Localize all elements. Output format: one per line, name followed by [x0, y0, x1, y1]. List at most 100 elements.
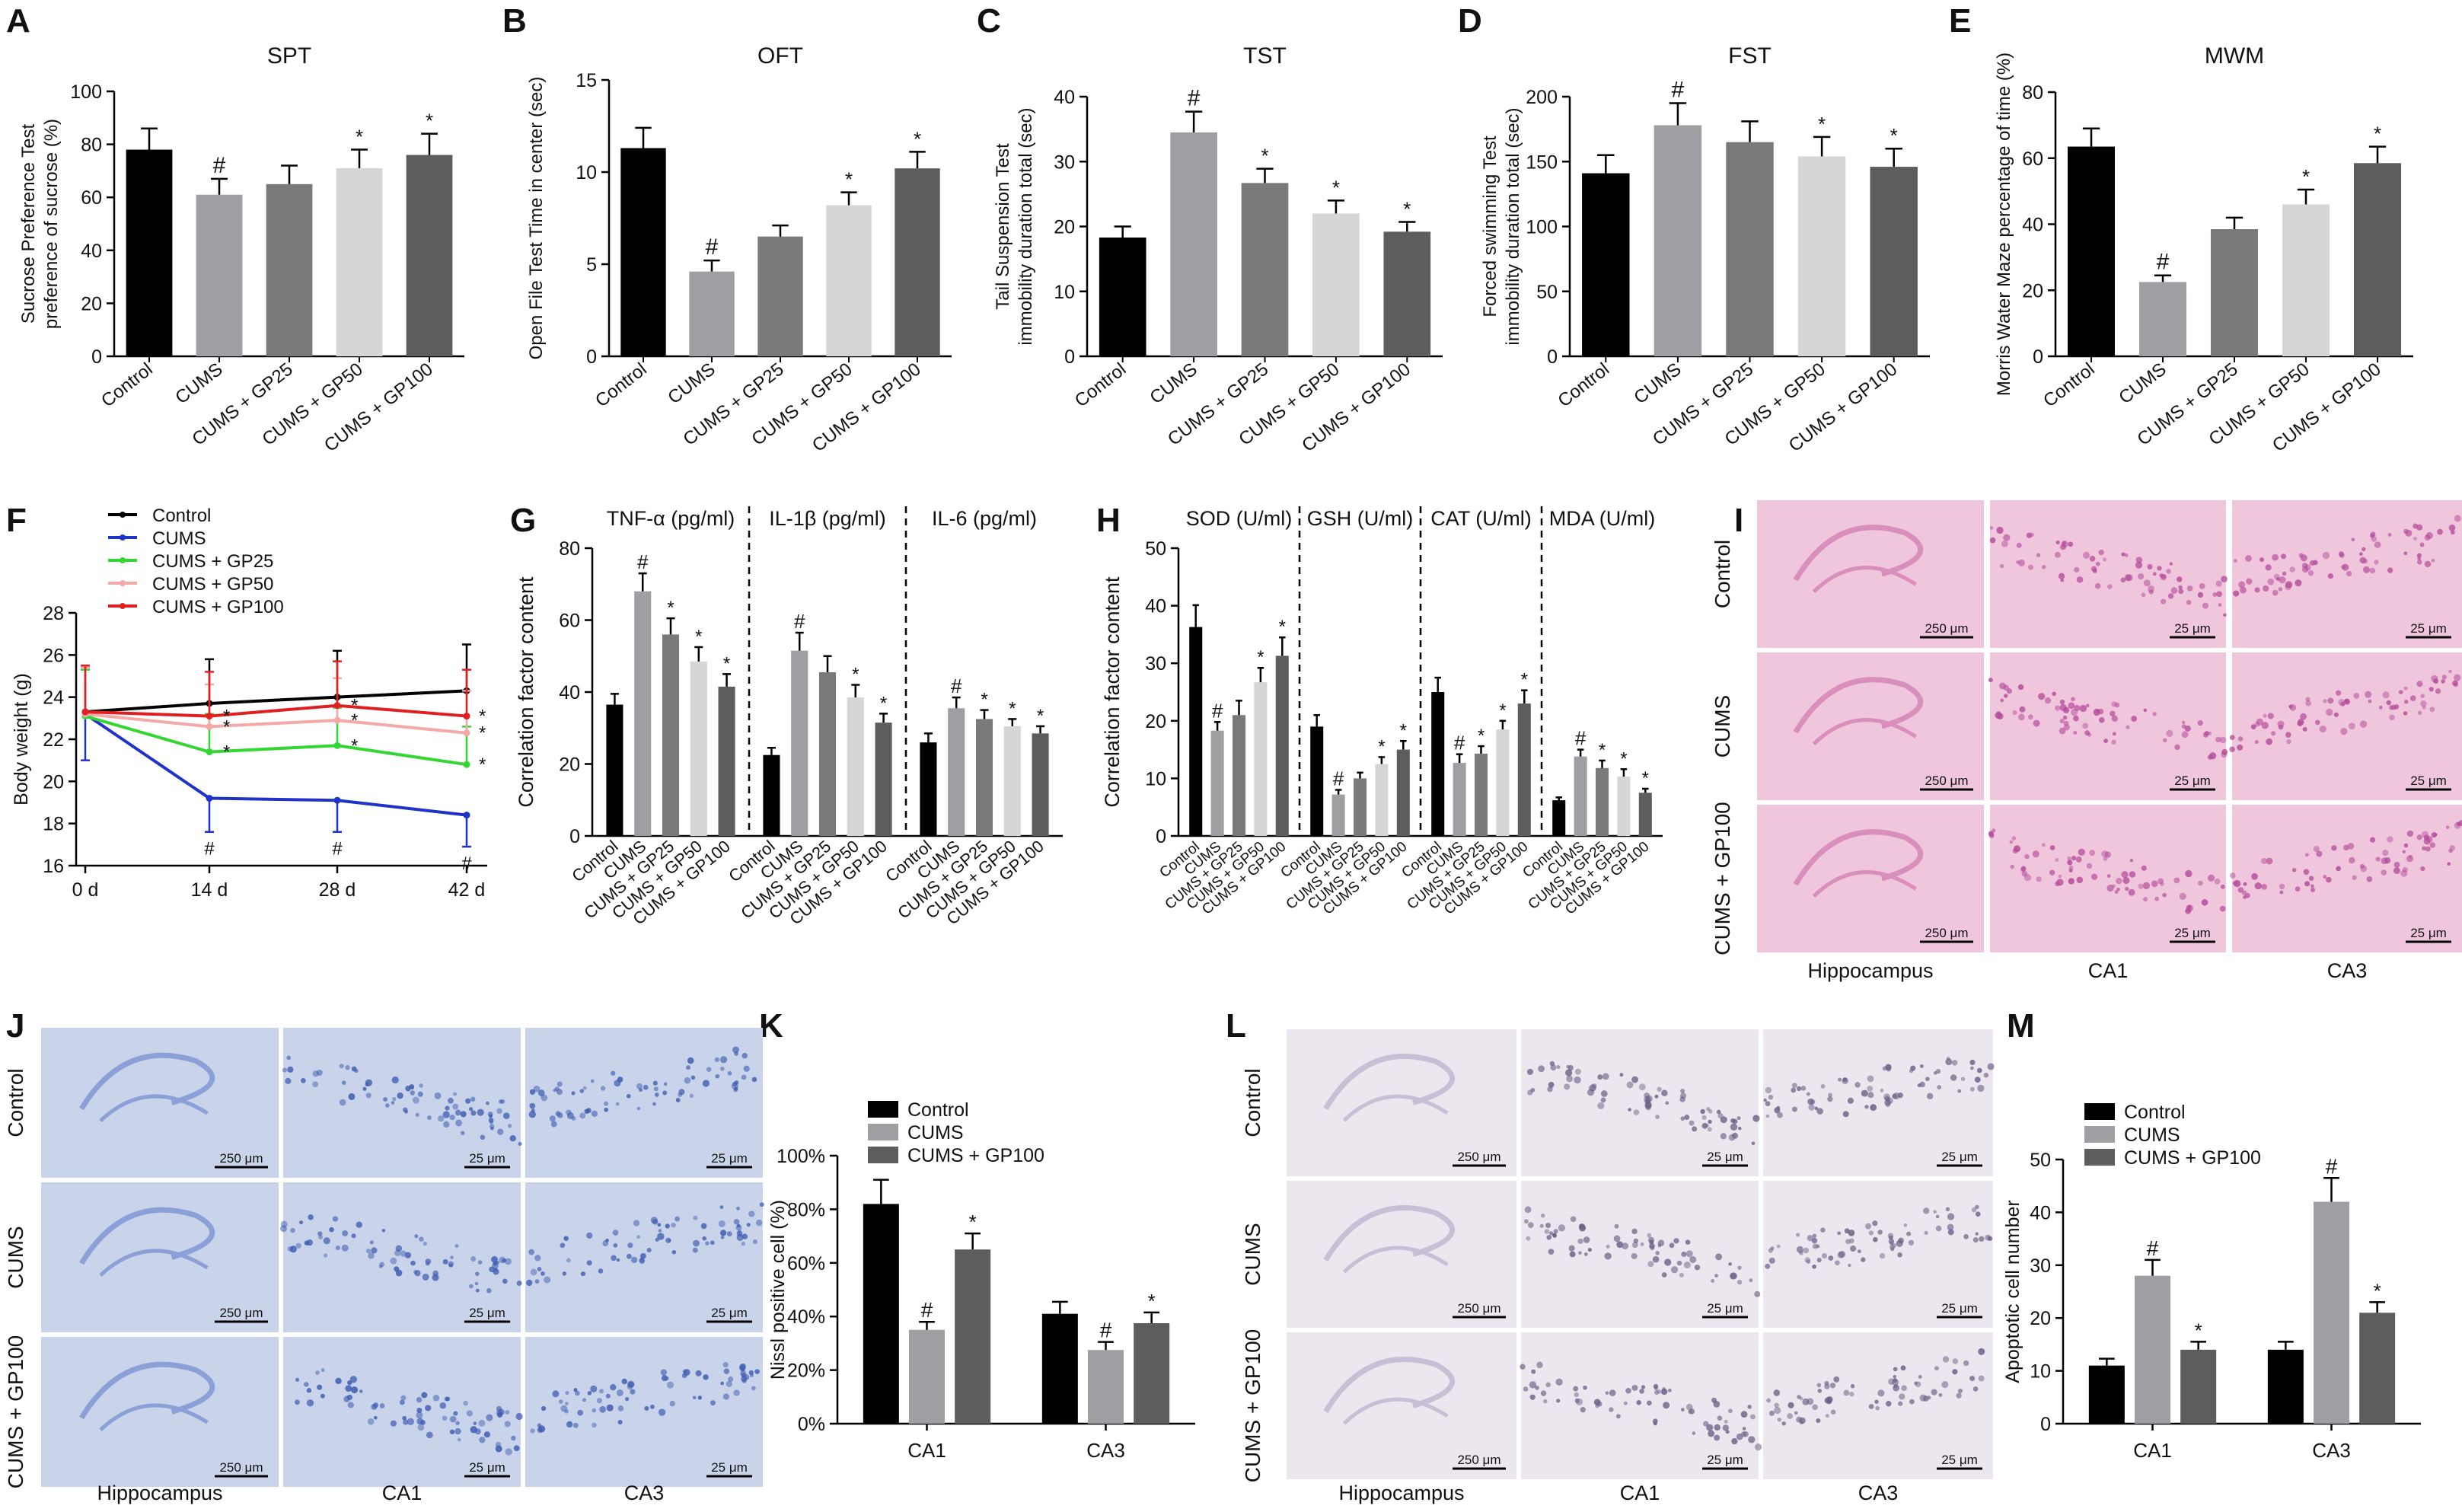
cell-nucleus [1781, 1421, 1787, 1426]
scale-bar-label: 25 μm [2410, 774, 2447, 788]
cell-nucleus [2295, 886, 2301, 892]
cell-nucleus [1609, 1407, 1614, 1412]
row-label-2: CUMS + GP100 [1241, 1329, 1264, 1483]
cell-nucleus [2416, 834, 2422, 841]
bar-k-1-0 [1041, 1313, 1078, 1424]
scale-bar-label: 25 μm [711, 1306, 748, 1320]
cell-nucleus [573, 1388, 578, 1392]
cell-nucleus [469, 1284, 474, 1289]
cell-nucleus [1903, 1223, 1908, 1227]
cell-nucleus [702, 1080, 710, 1087]
cell-nucleus [741, 1241, 745, 1246]
cell-nucleus [1689, 1255, 1697, 1263]
cell-nucleus [2017, 713, 2025, 721]
cell-nucleus [2063, 724, 2070, 731]
y-tick-label: 50 [2030, 1150, 2051, 1171]
significance-mark: * [1818, 113, 1826, 136]
cell-nucleus [1774, 1107, 1781, 1114]
cell-nucleus [2409, 695, 2416, 701]
cell-nucleus [490, 1120, 493, 1124]
cell-nucleus [394, 1266, 400, 1272]
cell-nucleus [719, 1230, 727, 1236]
cell-nucleus [534, 1255, 541, 1262]
cell-nucleus [537, 1425, 546, 1433]
cell-nucleus [2403, 711, 2408, 716]
series-4-point [333, 702, 341, 710]
cell-nucleus [735, 1224, 742, 1231]
cell-nucleus [600, 1086, 606, 1091]
cell-nucleus [2323, 875, 2327, 879]
cell-nucleus [2254, 740, 2259, 745]
cell-nucleus [1653, 1418, 1658, 1424]
legend-label-0: Control [907, 1099, 969, 1121]
y-tick-label: 20 [2030, 1308, 2051, 1329]
cell-nucleus [1811, 1237, 1818, 1244]
cell-nucleus [2347, 843, 2355, 850]
cell-nucleus [1526, 1236, 1531, 1241]
cell-nucleus [2448, 669, 2452, 674]
cell-nucleus [2107, 584, 2113, 589]
cell-nucleus [630, 1389, 636, 1395]
cell-nucleus [348, 1093, 356, 1100]
bar-h-0-2 [1232, 715, 1246, 836]
cell-nucleus [1749, 1278, 1753, 1283]
cell-nucleus [455, 1119, 463, 1127]
hippocampus-structure [1323, 1054, 1455, 1111]
cell-nucleus [2352, 875, 2357, 880]
cell-nucleus [1730, 1123, 1738, 1131]
y-tick-label: 10 [576, 162, 597, 183]
cell-nucleus [728, 1376, 734, 1382]
cell-nucleus [365, 1093, 372, 1099]
cell-nucleus [1679, 1272, 1684, 1278]
cell-nucleus [662, 1090, 668, 1096]
cell-nucleus [469, 1107, 474, 1112]
cell-nucleus [2406, 855, 2413, 863]
bar-h-0-0 [1189, 627, 1203, 836]
cell-nucleus [660, 1369, 668, 1376]
cell-nucleus [1837, 1077, 1842, 1082]
bar-g-1-3 [847, 697, 864, 836]
cell-nucleus [454, 1427, 461, 1435]
cell-nucleus [587, 1391, 592, 1396]
cell-nucleus [2265, 564, 2272, 571]
x-tick-label: CA1 [907, 1439, 946, 1462]
cell-nucleus [434, 1092, 442, 1099]
significance-mark: * [223, 707, 230, 727]
y-tick-label: 100% [777, 1146, 825, 1167]
cell-nucleus [1526, 1068, 1533, 1075]
cell-nucleus [491, 1255, 498, 1263]
cell-nucleus [1604, 1252, 1612, 1260]
cell-nucleus [410, 1090, 415, 1096]
cell-nucleus [2000, 698, 2004, 703]
cell-nucleus [2060, 544, 2066, 550]
cell-nucleus [734, 1051, 738, 1056]
cell-nucleus [617, 1077, 623, 1083]
significance-mark: * [2374, 1279, 2381, 1302]
cell-nucleus [2202, 602, 2209, 609]
cell-nucleus [1619, 1073, 1624, 1077]
cell-nucleus [2056, 879, 2064, 886]
cell-nucleus [2030, 532, 2034, 537]
cell-nucleus [282, 1067, 287, 1073]
bar-k-1-2 [1134, 1323, 1170, 1424]
series-1-point [463, 812, 470, 819]
micrograph-i-1-2 [2232, 652, 2462, 800]
cell-nucleus [1888, 1235, 1893, 1240]
cell-nucleus [663, 1082, 668, 1086]
cell-nucleus [1665, 1101, 1670, 1105]
bar-c-0 [1099, 237, 1146, 356]
cell-nucleus [444, 1396, 449, 1402]
cell-nucleus [1558, 1224, 1566, 1232]
cell-nucleus [582, 1086, 587, 1090]
cell-nucleus [1722, 1424, 1729, 1431]
cell-nucleus [1556, 1399, 1561, 1403]
cell-nucleus [477, 1260, 483, 1265]
y-axis-label: Apoptotic cell number [2002, 1200, 2023, 1383]
cell-nucleus [2445, 825, 2450, 830]
micrograph-i-2-1 [1990, 805, 2226, 952]
cell-nucleus [321, 1368, 325, 1372]
cell-nucleus [666, 1381, 674, 1389]
legend-label-2: CUMS + GP25 [152, 551, 273, 572]
panel-letter-g: G [510, 502, 536, 539]
cell-nucleus [2098, 549, 2104, 556]
